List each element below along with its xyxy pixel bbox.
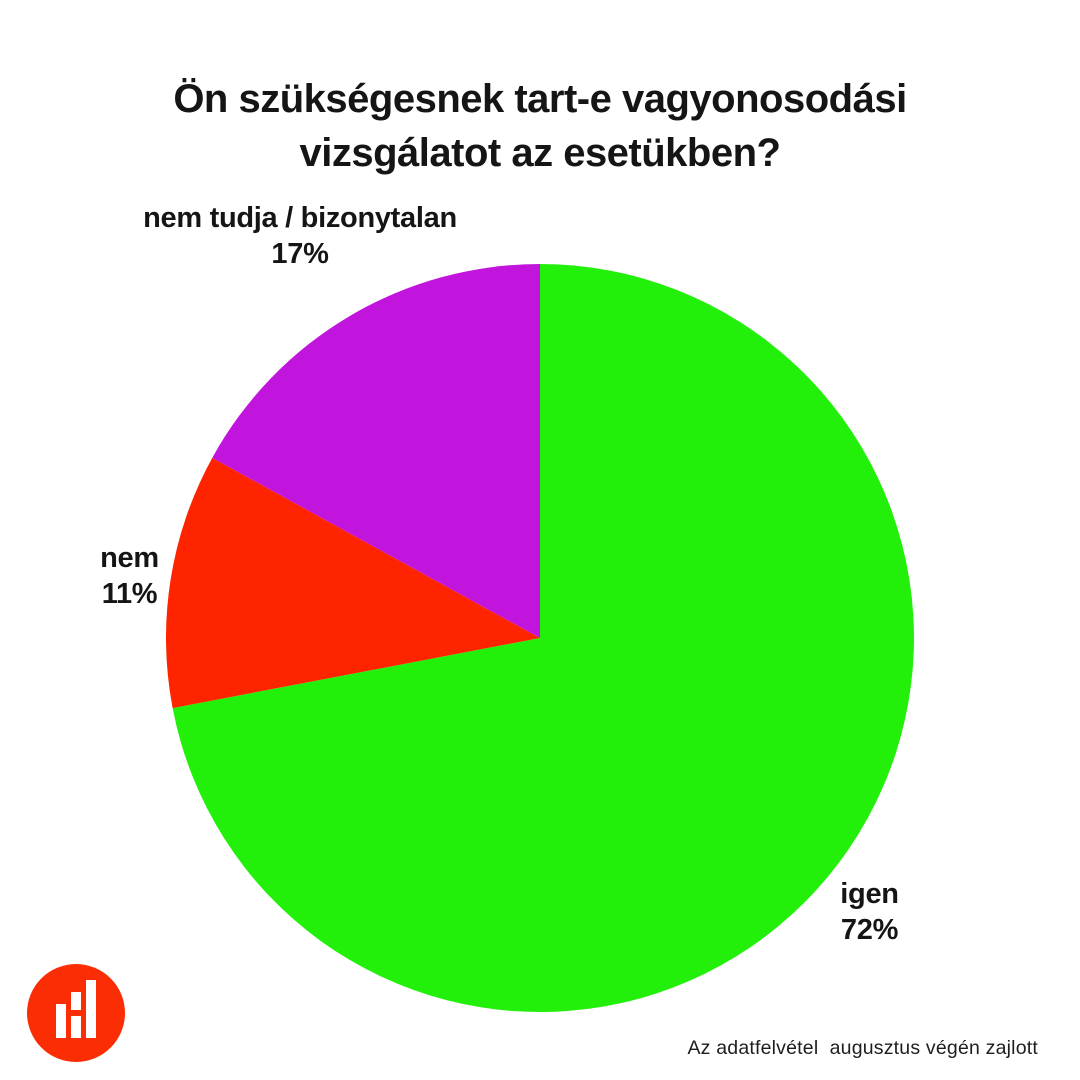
slice-label-nem-text: nem (100, 542, 159, 574)
slice-label-igen: igen 72% (802, 876, 937, 948)
logo-bar-chart-icon (71, 1016, 81, 1038)
slice-label-igen-value: 72% (840, 914, 899, 946)
slice-label-nem: nem 11% (52, 540, 207, 612)
chart-title-line2: vizsgálatot az esetükben? (299, 131, 781, 175)
data-collection-footnote: Az adatfelvétel augusztus végén zajlott (687, 1037, 1038, 1059)
pie-slice-igen (172, 264, 914, 1012)
pie-slice-nem (165, 457, 541, 709)
logo-bar-chart-icon (71, 992, 81, 1010)
logo-bar-chart-icon (86, 980, 96, 1038)
slice-label-igen-text: igen (840, 878, 899, 910)
logo-bar-chart-icon (56, 1004, 66, 1038)
slice-label-nem-tudja: nem tudja / bizonytalan 17% (110, 200, 490, 272)
chart-title: Ön szükségesnek tart-e vagyonosodási viz… (0, 72, 1080, 180)
slice-label-nem-tudja-value: 17% (271, 238, 329, 270)
publisher-logo (27, 964, 125, 1062)
slice-label-nem-value: 11% (101, 578, 158, 610)
pie-slice-nem-tudja-bizonytalan (212, 264, 540, 638)
chart-title-line1: Ön szükségesnek tart-e vagyonosodási (173, 77, 907, 121)
slice-label-nem-tudja-text: nem tudja / bizonytalan (143, 202, 457, 234)
